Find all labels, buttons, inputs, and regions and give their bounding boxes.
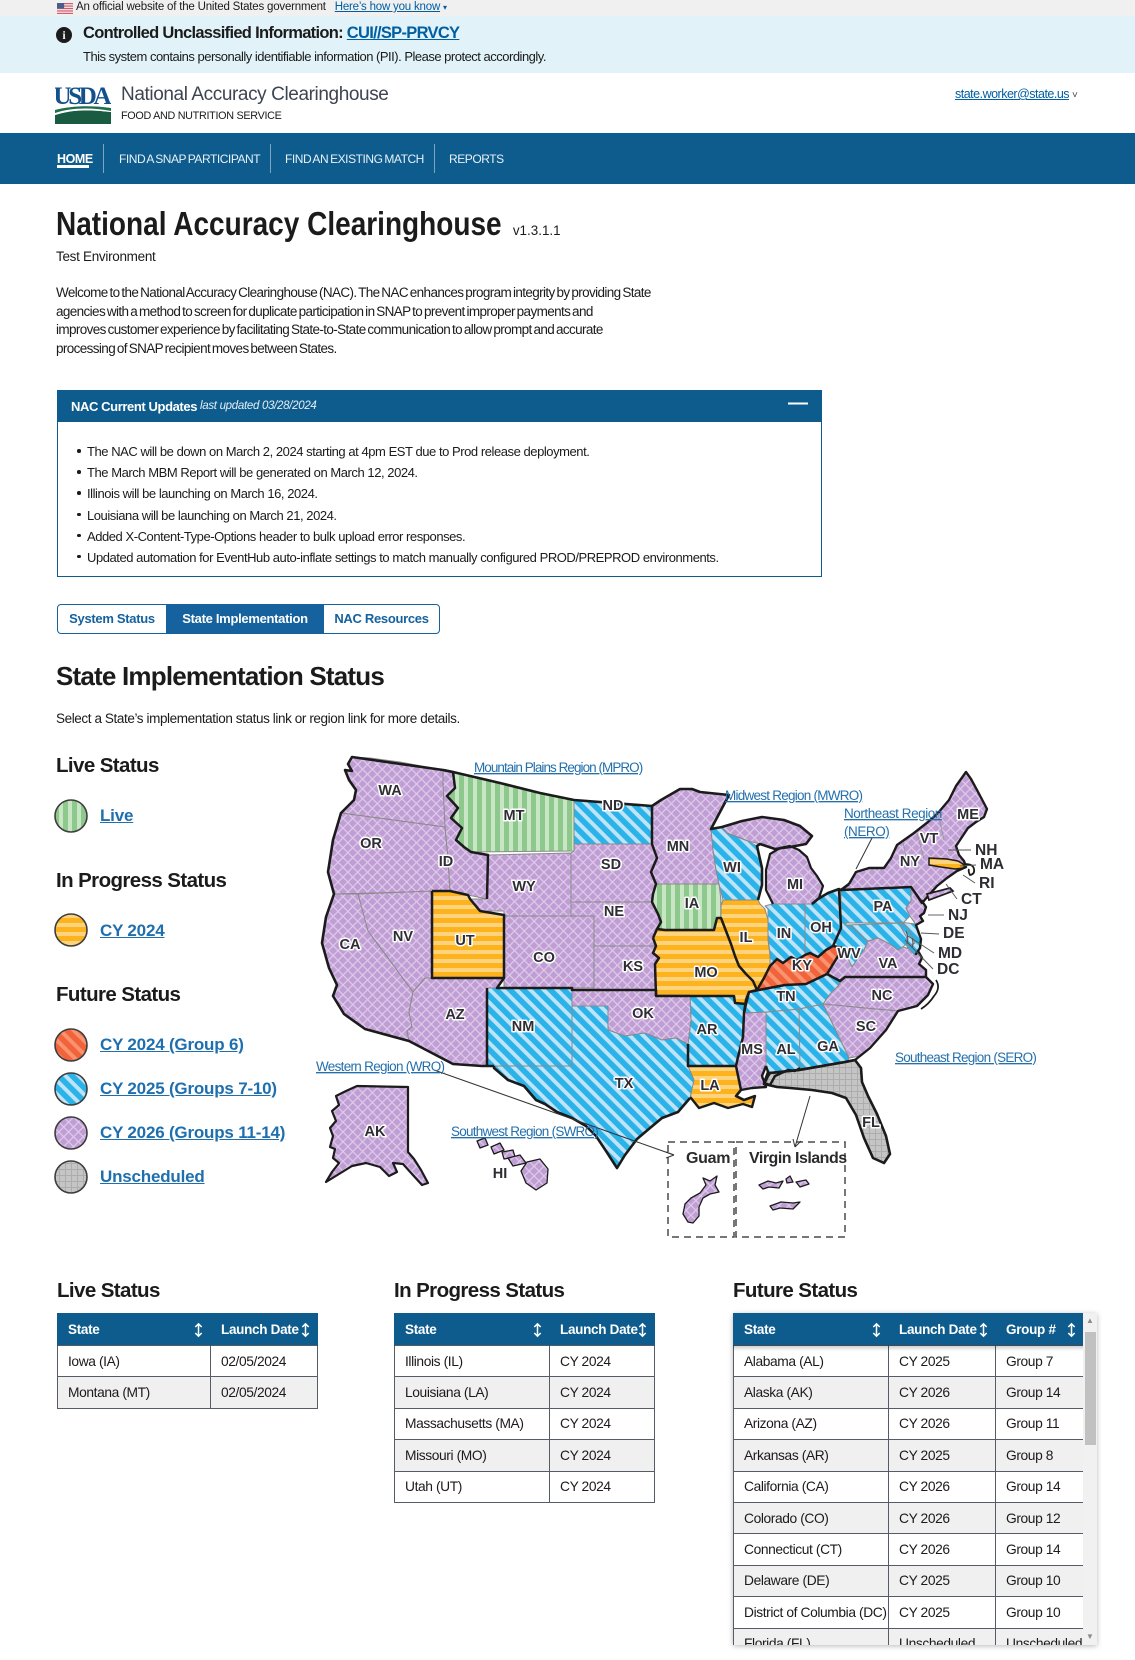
svg-text:Southwest Region (SWRO): Southwest Region (SWRO): [451, 1124, 598, 1139]
svg-text:DE: DE: [943, 925, 965, 942]
svg-text:(NERO): (NERO): [844, 824, 889, 839]
svg-text:DC: DC: [937, 961, 959, 978]
svg-text:ND: ND: [603, 798, 624, 814]
svg-text:ID: ID: [439, 854, 454, 870]
svg-text:AR: AR: [697, 1022, 718, 1038]
svg-text:Western Region (WRO): Western Region (WRO): [316, 1059, 444, 1074]
svg-text:CT: CT: [961, 891, 982, 908]
svg-text:UT: UT: [455, 933, 474, 949]
svg-text:Southeast Region (SERO): Southeast Region (SERO): [895, 1050, 1036, 1065]
svg-text:MT: MT: [504, 808, 525, 824]
svg-text:Northeast Region: Northeast Region: [844, 806, 942, 821]
svg-text:KS: KS: [623, 959, 643, 975]
svg-text:MS: MS: [741, 1042, 763, 1058]
svg-text:AZ: AZ: [445, 1007, 464, 1023]
svg-text:CA: CA: [340, 937, 361, 953]
svg-text:WA: WA: [378, 783, 402, 799]
svg-text:NM: NM: [512, 1019, 535, 1035]
svg-text:RI: RI: [979, 875, 995, 892]
svg-text:Guam: Guam: [686, 1150, 730, 1167]
svg-text:VT: VT: [920, 831, 939, 847]
svg-text:TX: TX: [615, 1076, 634, 1092]
svg-text:MN: MN: [667, 839, 690, 855]
svg-text:NE: NE: [604, 904, 624, 920]
svg-text:MI: MI: [787, 877, 803, 893]
svg-text:NY: NY: [900, 854, 920, 870]
svg-text:IN: IN: [777, 926, 792, 942]
svg-text:LA: LA: [700, 1078, 720, 1094]
svg-text:AL: AL: [776, 1042, 795, 1058]
svg-text:ME: ME: [957, 807, 979, 823]
svg-text:PA: PA: [873, 899, 893, 915]
svg-text:KY: KY: [792, 958, 812, 974]
svg-text:SC: SC: [856, 1019, 877, 1035]
svg-text:OK: OK: [632, 1006, 654, 1022]
svg-text:Mountain Plains Region (MPRO): Mountain Plains Region (MPRO): [474, 760, 643, 775]
svg-text:SD: SD: [601, 857, 621, 873]
svg-text:WI: WI: [723, 860, 741, 876]
svg-text:OH: OH: [810, 920, 832, 936]
svg-text:NV: NV: [393, 929, 413, 945]
svg-text:VA: VA: [878, 956, 898, 972]
svg-text:IA: IA: [685, 896, 700, 912]
svg-text:CO: CO: [533, 950, 555, 966]
svg-text:MA: MA: [980, 856, 1004, 873]
svg-text:WV: WV: [837, 946, 861, 962]
svg-text:Virgin Islands: Virgin Islands: [749, 1150, 847, 1167]
svg-text:WY: WY: [512, 879, 536, 895]
svg-text:MD: MD: [938, 945, 962, 962]
svg-text:HI: HI: [493, 1166, 508, 1182]
svg-text:AK: AK: [365, 1124, 386, 1140]
svg-text:TN: TN: [776, 989, 795, 1005]
svg-text:NJ: NJ: [948, 907, 968, 924]
svg-text:FL: FL: [862, 1115, 880, 1131]
svg-text:NC: NC: [872, 988, 893, 1004]
svg-text:GA: GA: [817, 1039, 839, 1055]
svg-text:NH: NH: [975, 842, 997, 859]
svg-text:IL: IL: [740, 930, 753, 946]
svg-text:Midwest Region (MWRO): Midwest Region (MWRO): [725, 788, 863, 803]
svg-text:MO: MO: [694, 965, 717, 981]
svg-text:USDA: USDA: [55, 85, 111, 110]
svg-text:OR: OR: [360, 836, 382, 852]
